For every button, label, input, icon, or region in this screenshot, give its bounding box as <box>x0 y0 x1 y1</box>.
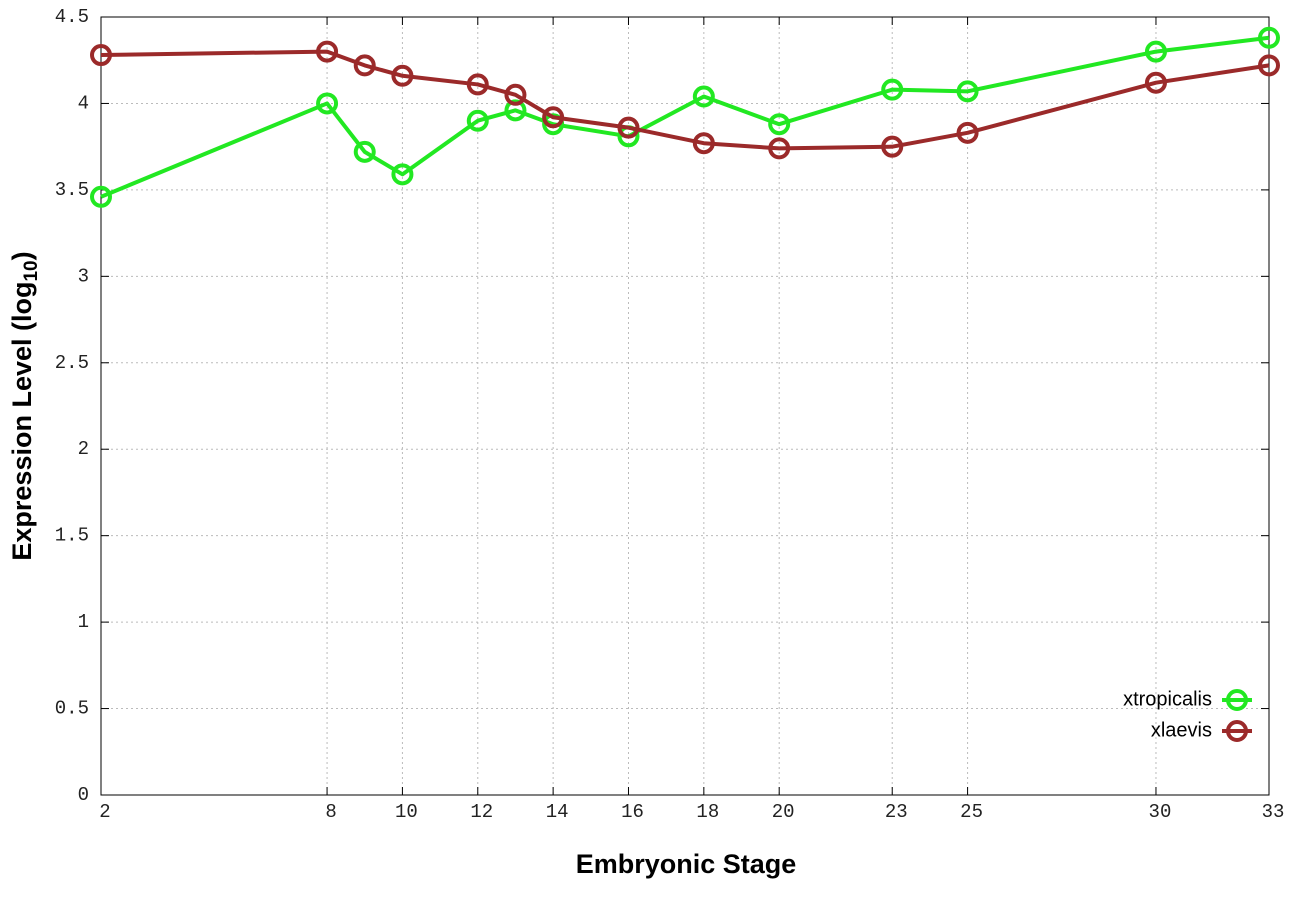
x-tick-label: 33 <box>1262 801 1285 823</box>
x-tick-label: 23 <box>885 801 908 823</box>
y-tick-label: 0.5 <box>55 698 89 720</box>
x-tick-label: 20 <box>772 801 795 823</box>
legend-label: xtropicalis <box>1123 688 1212 710</box>
legend-marker <box>1226 720 1248 742</box>
y-axis-label: Expression Level (log10) <box>7 251 42 560</box>
data-point <box>353 54 376 77</box>
data-point <box>316 40 339 63</box>
data-point <box>316 92 339 115</box>
y-tick-label: 2 <box>78 438 89 460</box>
y-tick-label: 1 <box>78 611 89 633</box>
data-point <box>956 121 979 144</box>
y-tick-label: 1.5 <box>55 525 89 547</box>
x-tick-label: 14 <box>546 801 569 823</box>
y-axis-label-text: Expression Level (log <box>7 282 37 561</box>
data-point <box>768 137 791 160</box>
data-point <box>542 106 565 129</box>
data-point <box>504 99 527 122</box>
data-point <box>768 113 791 136</box>
data-point <box>1144 71 1167 94</box>
x-axis-label: Embryonic Stage <box>576 849 797 879</box>
legend-marker <box>1226 689 1248 711</box>
y-axis-label-sub: 10 <box>21 260 42 281</box>
x-tick-label: 12 <box>470 801 493 823</box>
data-point <box>1258 54 1280 77</box>
data-point <box>617 116 640 139</box>
y-tick-label: 0 <box>78 784 89 806</box>
x-tick-label: 18 <box>696 801 719 823</box>
y-tick-label: 3.5 <box>55 179 89 201</box>
data-point <box>692 85 715 108</box>
x-tick-label: 10 <box>395 801 418 823</box>
data-point <box>504 83 527 106</box>
data-point <box>90 185 112 208</box>
data-point <box>353 140 376 163</box>
x-tick-label: 2 <box>99 801 110 823</box>
plot-frame <box>100 16 1270 796</box>
data-point <box>391 64 414 87</box>
data-point <box>391 163 414 186</box>
x-tick-label: 25 <box>960 801 983 823</box>
series-line <box>100 49 1270 151</box>
y-axis-label-end: ) <box>7 251 37 260</box>
y-tick-label: 3 <box>78 265 89 287</box>
data-point <box>881 135 904 158</box>
data-point <box>692 132 715 155</box>
data-point <box>881 78 904 101</box>
x-tick-label: 30 <box>1149 801 1172 823</box>
data-point <box>1258 26 1280 49</box>
series-line <box>100 35 1270 199</box>
y-tick-label: 4 <box>78 92 89 114</box>
legend-label: xlaevis <box>1151 719 1212 741</box>
data-point <box>1144 40 1167 63</box>
y-tick-label: 2.5 <box>55 352 89 374</box>
data-point <box>466 109 489 132</box>
x-tick-label: 16 <box>621 801 644 823</box>
data-point <box>466 73 489 96</box>
y-tick-label: 4.5 <box>55 6 89 28</box>
data-point <box>90 44 112 67</box>
x-tick-label: 8 <box>325 801 336 823</box>
data-point <box>956 80 979 103</box>
